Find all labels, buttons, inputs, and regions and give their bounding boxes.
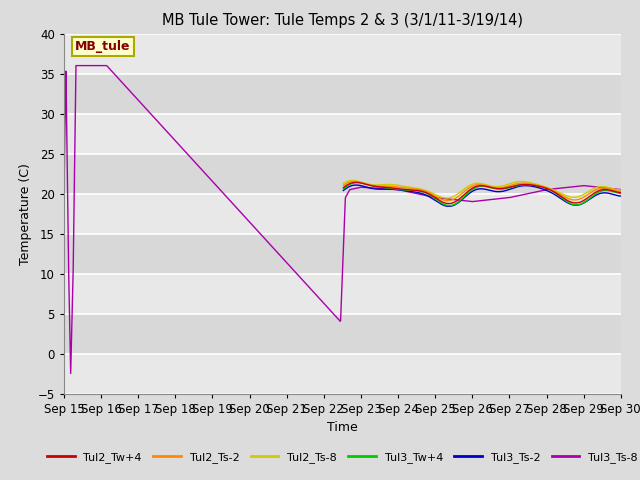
Bar — [64, 274, 621, 313]
Bar — [64, 114, 621, 154]
Bar — [64, 34, 621, 73]
X-axis label: Time: Time — [327, 421, 358, 434]
Legend: Tul2_Tw+4, Tul2_Ts-2, Tul2_Ts-8, Tul3_Tw+4, Tul3_Ts-2, Tul3_Ts-8: Tul2_Tw+4, Tul2_Ts-2, Tul2_Ts-8, Tul3_Tw… — [42, 447, 640, 467]
Bar — [64, 73, 621, 114]
Y-axis label: Temperature (C): Temperature (C) — [19, 163, 32, 264]
Bar — [64, 354, 621, 394]
Text: MB_tule: MB_tule — [75, 40, 131, 53]
Bar — [64, 154, 621, 193]
Bar — [64, 313, 621, 354]
Bar — [64, 193, 621, 234]
Bar — [64, 234, 621, 274]
Title: MB Tule Tower: Tule Temps 2 & 3 (3/1/11-3/19/14): MB Tule Tower: Tule Temps 2 & 3 (3/1/11-… — [162, 13, 523, 28]
